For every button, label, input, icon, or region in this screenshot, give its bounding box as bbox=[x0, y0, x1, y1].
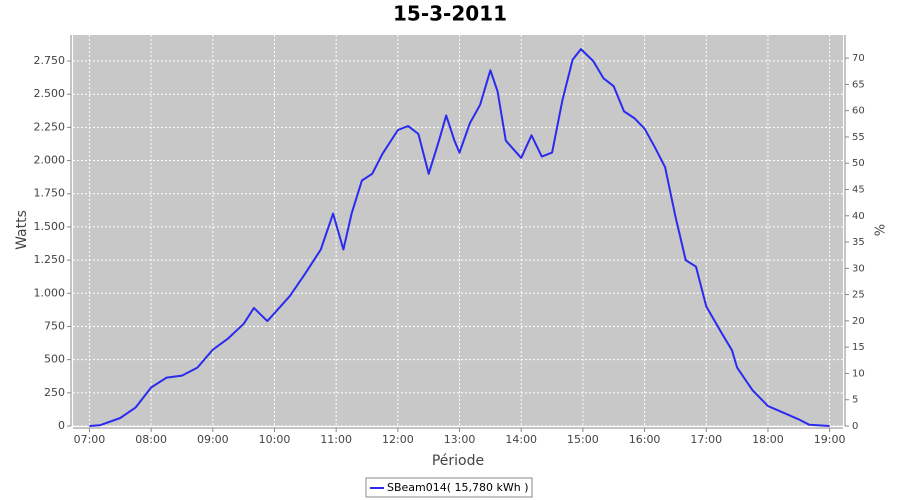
y2-tick-label: 50 bbox=[852, 158, 865, 169]
y-tick-label: 0 bbox=[58, 419, 65, 432]
x-tick-label: 14:00 bbox=[505, 433, 537, 446]
x-tick-label: 16:00 bbox=[629, 433, 661, 446]
legend-label: SBeam014( 15,780 kWh ) bbox=[387, 481, 529, 494]
y-tick-label: 500 bbox=[44, 353, 65, 366]
y2-tick-label: 40 bbox=[852, 211, 865, 222]
x-axis-label: Période bbox=[432, 453, 484, 469]
y2-tick-label: 35 bbox=[852, 237, 865, 248]
y2-axis-label: % bbox=[874, 224, 889, 236]
y-tick-label: 2.250 bbox=[34, 120, 66, 133]
y2-tick-label: 55 bbox=[852, 132, 865, 143]
y-tick-label: 1.500 bbox=[34, 220, 66, 233]
y-tick-label: 750 bbox=[44, 319, 65, 332]
y2-tick-label: 30 bbox=[852, 263, 865, 274]
y2-tick-label: 5 bbox=[852, 395, 858, 406]
y-tick-label: 2.750 bbox=[34, 54, 66, 67]
x-tick-label: 07:00 bbox=[74, 433, 106, 446]
x-tick-label: 10:00 bbox=[259, 433, 291, 446]
legend bbox=[365, 477, 533, 498]
series-line bbox=[89, 48, 830, 427]
y-tick-label: 250 bbox=[44, 386, 65, 399]
y2-tick-label: 45 bbox=[852, 185, 865, 196]
y-tick-label: 1.750 bbox=[34, 187, 66, 200]
y2-tick-label: 60 bbox=[852, 106, 865, 117]
plot-area bbox=[73, 35, 843, 426]
y2-tick-label: 65 bbox=[852, 79, 865, 90]
x-tick-label: 11:00 bbox=[320, 433, 352, 446]
y2-tick-label: 15 bbox=[852, 342, 865, 353]
x-tick-label: 17:00 bbox=[690, 433, 722, 446]
x-tick-label: 09:00 bbox=[197, 433, 229, 446]
y-tick-label: 2.000 bbox=[34, 154, 66, 167]
y2-tick-label: 0 bbox=[852, 421, 858, 432]
x-tick-label: 15:00 bbox=[567, 433, 599, 446]
x-tick-label: 12:00 bbox=[382, 433, 414, 446]
y2-tick-label: 20 bbox=[852, 316, 865, 327]
x-tick-label: 19:00 bbox=[814, 433, 846, 446]
y2-tick-label: 10 bbox=[852, 368, 865, 379]
x-tick-label: 13:00 bbox=[444, 433, 476, 446]
x-tick-label: 18:00 bbox=[752, 433, 784, 446]
y2-tick-label: 70 bbox=[852, 53, 865, 64]
y-axis-label: Watts bbox=[14, 210, 30, 250]
y-tick-label: 2.500 bbox=[34, 87, 66, 100]
y-tick-label: 1.250 bbox=[34, 253, 66, 266]
y-tick-label: 1.000 bbox=[34, 286, 66, 299]
chart-title: 15-3-2011 bbox=[393, 2, 507, 26]
y2-tick-label: 25 bbox=[852, 290, 865, 301]
x-tick-label: 08:00 bbox=[135, 433, 167, 446]
